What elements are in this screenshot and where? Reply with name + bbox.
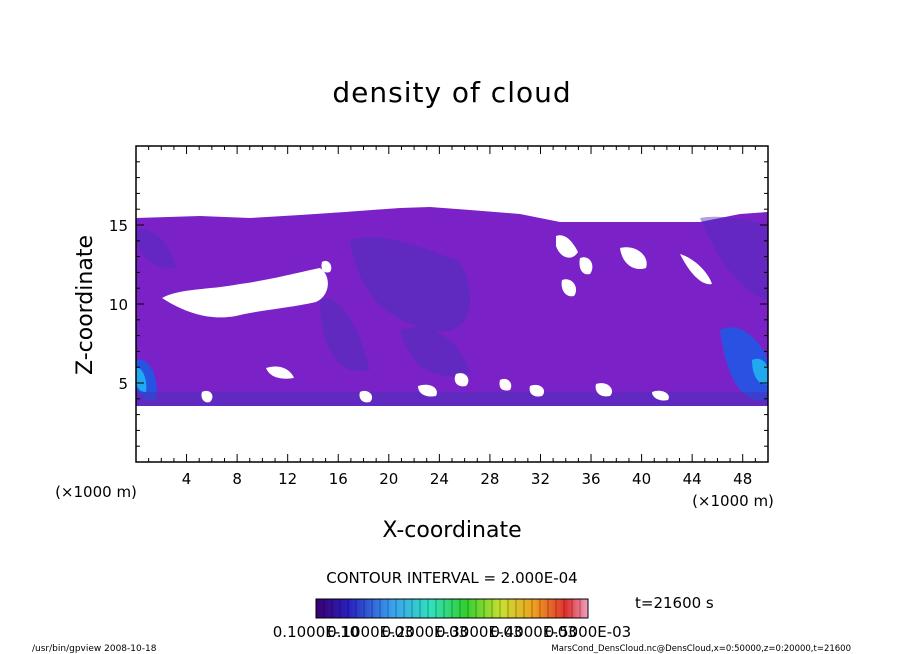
colorbar-label: 0.2000E-03 bbox=[382, 623, 468, 641]
clear-gaps bbox=[162, 235, 712, 403]
x-axis-unit-right: (×1000 m) bbox=[692, 492, 774, 510]
y-axis-label: Z-coordinate bbox=[73, 235, 98, 375]
y-tick-label: 10 bbox=[109, 296, 128, 314]
x-tick-label: 44 bbox=[683, 470, 702, 488]
x-tick-label: 24 bbox=[430, 470, 449, 488]
x-axis-label: X-coordinate bbox=[382, 518, 521, 543]
x-tick-label: 20 bbox=[379, 470, 398, 488]
colorbar-labels: 0.1000E-100.1000E-030.2000E-030.3000E-03… bbox=[273, 623, 631, 641]
x-tick-label: 36 bbox=[581, 470, 600, 488]
x-tick-label: 16 bbox=[329, 470, 348, 488]
y-tick-label: 15 bbox=[109, 217, 128, 235]
axis-ticks bbox=[136, 146, 768, 462]
y-tick-label: 5 bbox=[118, 375, 128, 393]
colorbar-label: 0.4000E-03 bbox=[490, 623, 576, 641]
time-label: t=21600 s bbox=[635, 594, 714, 612]
colorbar-label: 0.5000E-03 bbox=[545, 623, 631, 641]
x-tick-label: 4 bbox=[182, 470, 192, 488]
x-tick-label: 28 bbox=[480, 470, 499, 488]
colorbar-label: 0.1000E-03 bbox=[327, 623, 413, 641]
x-axis-unit-left: (×1000 m) bbox=[55, 483, 137, 501]
x-tick-label: 40 bbox=[632, 470, 651, 488]
y-tick-labels: 5 10 15 bbox=[109, 217, 128, 393]
x-tick-label: 8 bbox=[232, 470, 242, 488]
colorbar-dividers bbox=[323, 599, 581, 618]
x-tick-label: 48 bbox=[733, 470, 752, 488]
colorbar-label: 0.3000E-03 bbox=[436, 623, 522, 641]
chart-title: density of cloud bbox=[332, 76, 571, 109]
footer-source: MarsCond_DensCloud.nc@DensCloud,x=0:5000… bbox=[551, 644, 851, 654]
colorbar-label: 0.1000E-10 bbox=[273, 623, 359, 641]
x-tick-labels: 4 8 12 16 20 24 28 32 36 40 44 48 bbox=[182, 470, 752, 488]
footer-program: /usr/bin/gpview 2008-10-18 bbox=[32, 644, 157, 654]
x-tick-label: 12 bbox=[278, 470, 297, 488]
x-tick-label: 32 bbox=[531, 470, 550, 488]
contour-interval: CONTOUR INTERVAL = 2.000E-04 bbox=[326, 569, 577, 587]
plot-area bbox=[136, 207, 768, 406]
dense-cloud-patches bbox=[136, 216, 768, 406]
